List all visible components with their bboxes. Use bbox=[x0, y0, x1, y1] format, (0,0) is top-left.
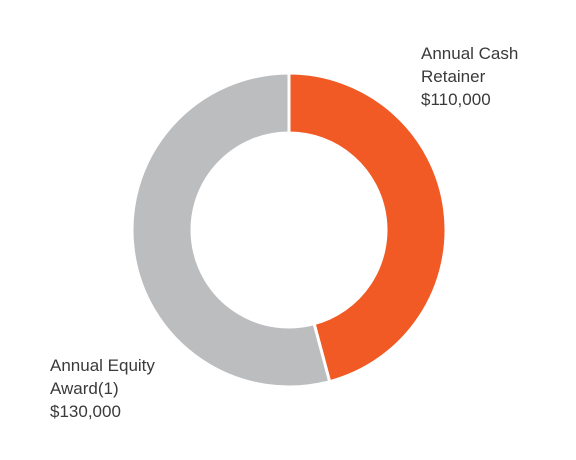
slice-label-line: Annual Cash bbox=[421, 44, 519, 63]
donut-slice-1 bbox=[287, 71, 448, 384]
donut-slices bbox=[130, 71, 448, 389]
slice-label-line: Award(1) bbox=[50, 379, 119, 398]
slice-label-line: Retainer bbox=[421, 67, 486, 86]
slice-label-line: Annual Equity bbox=[50, 356, 155, 375]
slice-label-annual-cash-retainer: Annual Cash Retainer $110,000 bbox=[421, 42, 518, 111]
slice-value-label: $110,000 bbox=[421, 90, 491, 109]
slice-label-annual-equity-award: Annual Equity Award(1) $130,000 bbox=[50, 354, 155, 423]
donut-slice-2 bbox=[130, 71, 332, 389]
slice-value-label: $130,000 bbox=[50, 402, 121, 421]
